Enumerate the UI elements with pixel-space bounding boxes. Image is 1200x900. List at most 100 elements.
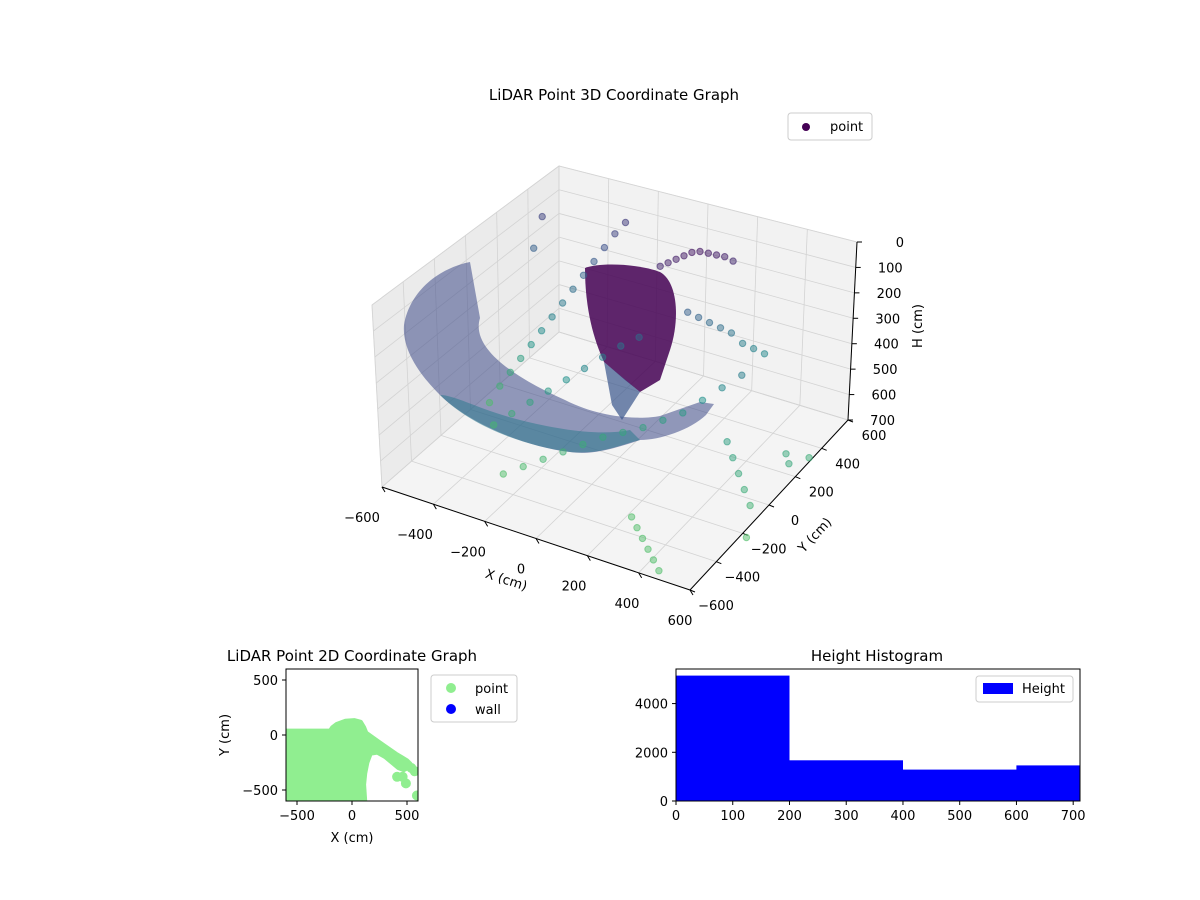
grid-line <box>558 165 858 243</box>
data-point-3d <box>749 344 758 353</box>
data-point-3d <box>740 485 748 494</box>
x-tick-mark-3d <box>535 538 540 544</box>
data-point-3d <box>562 376 570 384</box>
data-point-3d <box>538 212 546 221</box>
x-tick-label-3d: −400 <box>397 528 433 543</box>
data-point-3d <box>694 313 703 322</box>
x-tick-mark-3d <box>484 521 489 527</box>
data-point-3d <box>548 313 556 321</box>
data-point-2d <box>411 790 418 801</box>
data-point-3d <box>527 340 535 349</box>
data-point-3d <box>619 428 627 437</box>
data-point-3d <box>490 421 498 429</box>
x-axis-label-2d: X (cm) <box>331 831 374 846</box>
histogram-bar <box>789 760 903 801</box>
y-axis-label-2d: Y (cm) <box>218 714 233 757</box>
data-point-3d <box>782 450 790 458</box>
chart-histogram: Height Histogram 0 100 200 300 400 500 600 7000… <box>635 647 1086 824</box>
data-point-3d <box>785 460 793 468</box>
data-point-3d <box>598 353 607 361</box>
data-point-3d <box>519 462 527 471</box>
x-tick-label-2d: 0 <box>348 809 356 824</box>
data-point-3d <box>723 438 731 446</box>
data-point-3d <box>760 350 769 358</box>
x-tick-mark-3d <box>381 486 386 493</box>
data-point-3d <box>688 248 696 257</box>
data-point-3d <box>617 342 625 350</box>
legend-hist-label: Height <box>1022 682 1065 697</box>
y-tick-label-hist: 0 <box>660 795 668 810</box>
y-tick-mark-3d <box>821 447 827 451</box>
x-tick-label-3d: 400 <box>615 597 640 612</box>
data-point-3d <box>611 230 619 238</box>
data-point-3d <box>539 455 547 463</box>
z-axis-label-3d: H (cm) <box>911 304 926 348</box>
x-tick-mark-3d <box>638 572 643 579</box>
y-tick-label-3d: −600 <box>698 599 734 614</box>
data-point-3d <box>638 534 647 543</box>
data-point-3d <box>621 218 630 227</box>
data-point-3d <box>600 243 609 252</box>
z-tick-label-3d: 600 <box>871 389 896 404</box>
legend-2d-wall-marker <box>446 704 456 714</box>
data-point-3d <box>684 308 692 316</box>
y-tick-label-3d: 600 <box>862 429 887 444</box>
point-cloud-surfaces <box>403 262 714 453</box>
data-point-3d <box>718 384 726 392</box>
legend-2d: point wall <box>430 674 518 723</box>
y-tick-label-3d: −400 <box>724 571 760 586</box>
data-point-3d <box>590 257 598 266</box>
grid-line <box>440 434 743 534</box>
data-point-3d <box>544 387 552 395</box>
x-tick-label-hist: 100 <box>720 809 745 824</box>
data-point-3d <box>537 327 546 335</box>
data-point-3d <box>672 255 680 263</box>
x-tick-label-hist: 600 <box>1004 809 1029 824</box>
chart-3d-title: LiDAR Point 3D Coordinate Graph <box>489 86 739 104</box>
data-point-3d <box>530 244 538 252</box>
data-point-3d <box>635 333 643 341</box>
points-3d <box>485 212 813 575</box>
grid-line <box>496 212 501 384</box>
data-point-3d <box>599 433 607 441</box>
data-point-3d <box>579 271 588 279</box>
data-point-3d <box>526 398 534 406</box>
y-tick-mark-3d <box>768 504 775 508</box>
data-point-3d <box>680 252 688 260</box>
data-point-3d <box>506 368 514 376</box>
grid-line <box>411 460 717 563</box>
legend-2d-point-label: point <box>475 682 508 697</box>
y-tick-mark-3d <box>716 561 722 565</box>
x-tick-label-hist: 300 <box>834 809 859 824</box>
x-tick-mark-3d <box>689 589 694 596</box>
histogram-title: Height Histogram <box>811 647 943 665</box>
x-tick-label-3d: 0 <box>517 563 525 578</box>
data-point-3d <box>704 249 712 257</box>
y-tick-mark-3d <box>689 589 696 593</box>
data-point-3d <box>729 454 737 462</box>
z-axis-line <box>847 241 858 421</box>
x-tick-label-2d: 500 <box>395 809 420 824</box>
plot-frame-hist <box>675 668 1081 802</box>
chart-3d: LiDAR Point 3D Coordinate Graph −600 −400… <box>344 86 926 629</box>
y-axis-label-3d: Y (cm) <box>795 515 835 557</box>
y-tick-label-2d: 500 <box>253 674 278 689</box>
data-point-3d <box>738 339 747 348</box>
legend-3d-label: point <box>830 120 863 135</box>
data-point-2d <box>400 778 411 789</box>
data-point-3d <box>729 257 737 265</box>
grid-line <box>558 236 854 319</box>
ticks-2d: −500 0 500 −500 0 500 <box>242 674 419 824</box>
x-tick-label-3d: −200 <box>450 545 486 560</box>
data-point-3d <box>738 371 746 379</box>
point-region <box>286 718 413 801</box>
y-tick-label-3d: 400 <box>835 457 860 472</box>
grid-line <box>373 189 560 332</box>
data-point-3d <box>696 247 704 256</box>
legend-hist-swatch <box>983 683 1013 694</box>
data-point-3d <box>679 409 687 417</box>
grid-line <box>529 357 822 449</box>
x-tick-label-3d: −600 <box>344 511 380 526</box>
data-point-3d <box>698 396 707 404</box>
